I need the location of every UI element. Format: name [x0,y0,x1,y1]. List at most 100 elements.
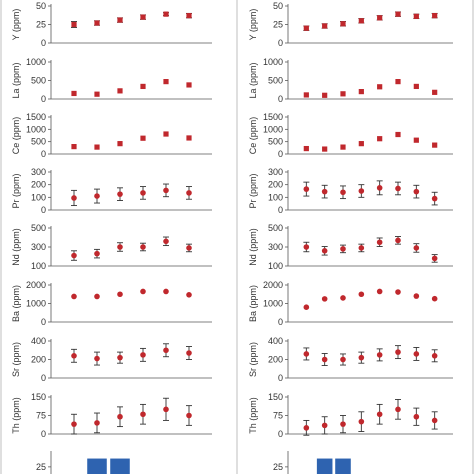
data-point [186,292,192,298]
chart-right-1: 0 25 50 Y (ppm) [248,1,453,48]
chart-left-6: 0 1000 2000 Ba (ppm) [11,280,212,327]
y-tick-label: 50 [36,1,46,11]
data-point [432,13,438,19]
data-point [303,351,310,357]
data-point [186,350,192,356]
y-tick-label: 200 [268,355,283,365]
data-point [395,131,401,138]
y-tick-label: 0 [41,317,46,327]
data-point [71,252,77,259]
data-point [322,23,328,29]
data-point [376,288,383,295]
chart-right-3: 0 500 1000 1500 Ce (ppm) [248,112,453,159]
y-tick-label: 0 [278,94,283,104]
data-point [163,187,169,194]
data-point [140,352,146,358]
data-point [163,11,169,17]
y-axis-title: Sr (ppm) [11,342,21,377]
data-point [321,356,328,363]
data-point [358,141,364,147]
data-point [163,131,169,137]
data-point [163,79,169,85]
y-tick-label: 100 [31,192,46,202]
data-point [431,255,438,262]
y-tick-label: 25 [273,20,283,30]
data-point [303,304,310,311]
y-tick-label: 0 [278,149,283,159]
y-axis-title: Nd (ppm) [11,228,21,266]
data-point [340,91,346,97]
y-tick-label: 25 [36,20,46,30]
data-point [376,185,383,191]
y-tick-label: 75 [36,411,46,421]
data-point [117,354,123,361]
data-point [303,145,309,152]
y-tick-label: 100 [268,192,283,202]
y-tick-label: 500 [31,223,46,233]
y-axis-title: Pr (ppm) [11,173,21,208]
y-tick-label: 0 [41,38,46,48]
data-point [376,411,383,418]
y-tick-label: 300 [268,242,283,252]
data-point [395,406,401,413]
data-point [186,13,192,19]
y-tick-label: 1000 [26,57,46,67]
data-point [117,191,123,197]
data-point [322,92,328,98]
y-axis-title: Nd (ppm) [248,228,258,266]
data-point [431,353,438,359]
data-point [432,89,438,95]
chart-right-8: 0 75 150 Th (ppm) [248,392,453,439]
data-point [140,135,146,141]
data-point [94,250,100,257]
y-axis-title: Ba (ppm) [11,285,21,322]
data-point [140,14,146,20]
y-tick-label: 100 [31,261,46,271]
data-point [71,353,77,359]
y-tick-label: 0 [278,317,283,327]
y-tick-label: 50 [273,1,283,11]
data-point [358,291,365,298]
data-point [413,13,419,19]
data-point [340,189,346,196]
data-point [140,288,146,295]
chart-right-5: 100 300 500 Nd (ppm) [248,223,453,271]
y-tick-label: 0 [278,205,283,215]
data-point [71,21,77,28]
data-point [140,190,146,196]
y-tick-label: 200 [268,180,283,190]
data-point [71,195,77,201]
data-point [321,248,328,254]
data-point [71,90,77,97]
data-point [163,406,169,413]
y-tick-label: 1000 [263,57,283,67]
data-point [340,295,346,301]
y-tick-label: 0 [41,429,46,439]
y-tick-label: 1000 [263,299,283,309]
chart-left-9: 25 [36,451,130,474]
y-tick-label: 1500 [263,112,283,122]
data-point [395,237,401,244]
y-tick-label: 2000 [26,280,46,290]
y-tick-label: 150 [31,392,46,402]
data-point [395,185,401,192]
y-tick-label: 0 [278,38,283,48]
data-point [71,144,77,150]
chart-left-2: 0 500 1000 La (ppm) [11,57,212,104]
data-point [395,289,401,295]
data-point [94,420,100,426]
y-axis-title: Ce (ppm) [11,117,21,155]
data-point [186,135,192,141]
data-point [94,355,100,362]
y-tick-label: 1000 [26,124,46,134]
data-point [321,296,328,302]
chart-left-4: 0 100 200 300 Pr (ppm) [11,167,212,215]
data-point [431,417,438,424]
data-point [377,84,383,90]
data-point [358,18,364,24]
data-point [340,144,346,150]
y-tick-label: 100 [268,261,283,271]
chart-left-8: 0 75 150 Th (ppm) [11,392,212,439]
data-point [303,92,309,98]
